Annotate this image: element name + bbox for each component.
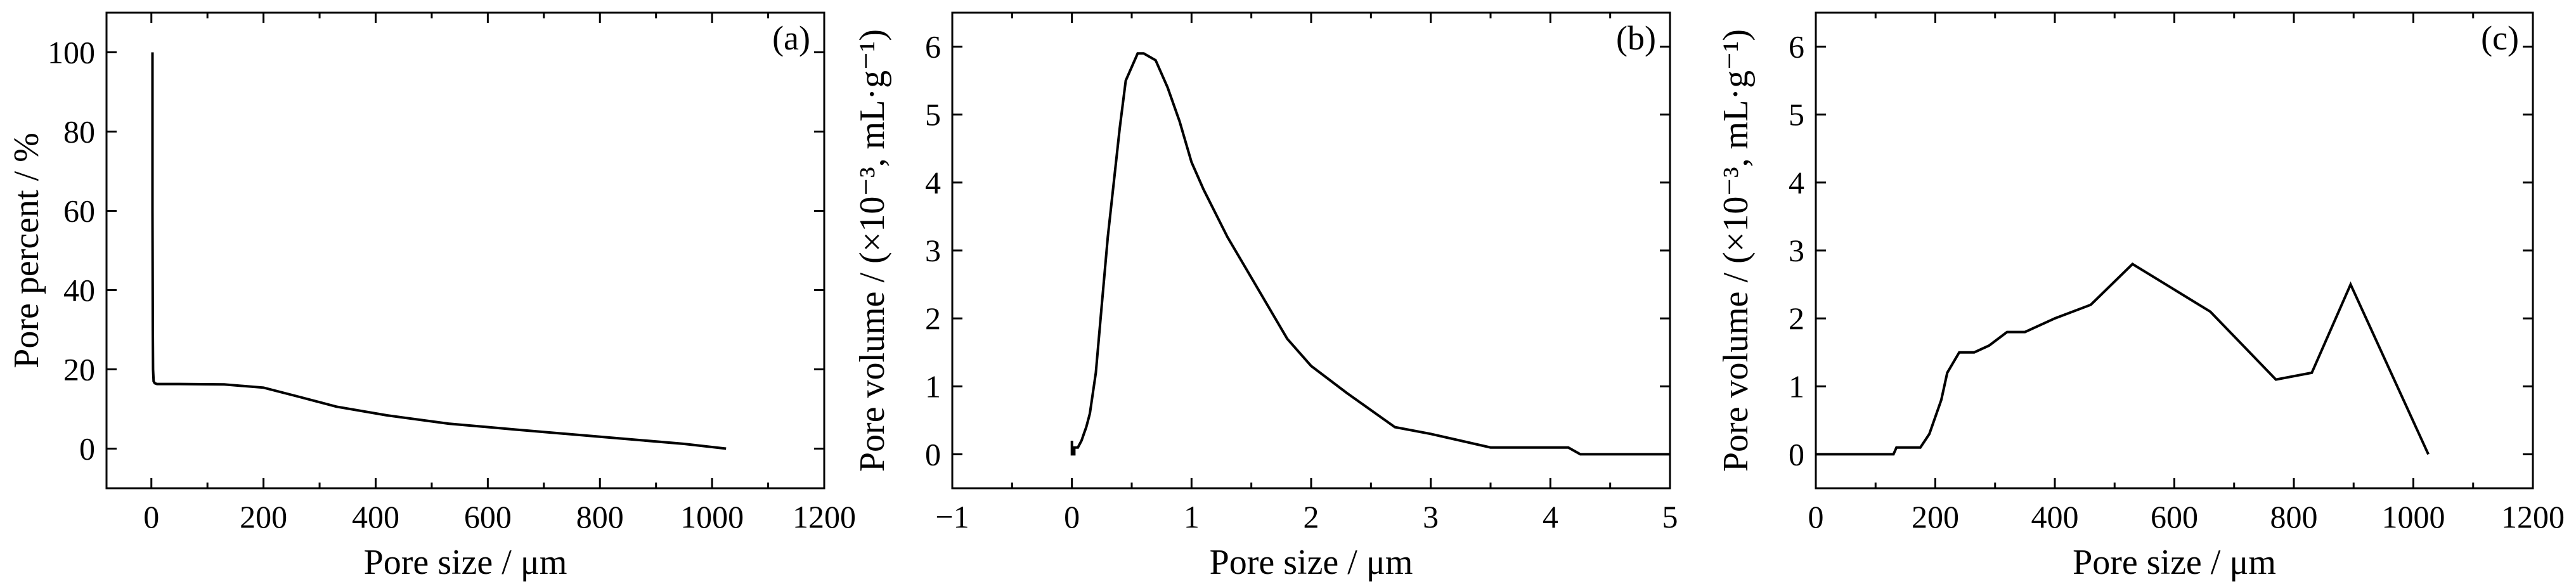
y-tick-label: 0 [79,431,95,467]
tick-marks [1815,13,2534,488]
panel-a: 0 200 400 600 800 1000 1200 0 20 40 60 80 100 (a) Po… [7,11,856,582]
x-tick-label: 600 [2151,499,2198,535]
tick-marks [107,13,825,488]
x-tick-label: 5 [1662,499,1678,535]
tick-marks [951,13,1671,488]
y-tick-label: 80 [63,114,95,150]
y-tick-label: 4 [1789,165,1804,200]
x-tick-label: 1 [1184,499,1200,535]
x-tick-label: 800 [2270,499,2318,535]
plot-frame [951,11,1671,490]
y-tick-label: 60 [63,193,95,229]
y-tick-label: 6 [1789,29,1804,65]
x-axis-label: Pore size / μm [364,543,567,582]
x-tick-label: 1000 [2382,499,2445,535]
x-tick-label: 0 [1064,499,1080,535]
x-tick-label: −1 [935,499,969,535]
data-line [151,52,727,450]
y-tick-label: 3 [1789,233,1804,268]
y-tick-label: 1 [1789,368,1804,404]
y-tick-label: 4 [925,165,941,200]
y-tick-label: 0 [925,436,941,472]
y-tick-label: 40 [63,273,95,308]
y-tick-label: 5 [1789,97,1804,133]
data-line [1816,262,2430,456]
y-tick-label: 20 [63,352,95,387]
panel-b: −1 0 1 2 3 4 5 0 1 2 3 4 5 6 (b) Pore size / μm Pore … [853,11,1678,582]
y-axis-label: Pore percent / % [7,133,46,368]
x-tick-label: 4 [1543,499,1558,535]
y-tick-label: 3 [925,233,941,268]
y-tick-label: 6 [925,29,941,65]
y-tick-label: 100 [48,35,95,70]
x-tick-label: 2 [1304,499,1319,535]
x-tick-label: 0 [143,499,159,535]
tick-labels: 0 200 400 600 800 1000 1200 0 20 40 60 80 100 [48,35,856,535]
x-tick-label: 200 [240,499,287,535]
x-tick-label: 1200 [793,499,856,535]
x-tick-label: 600 [464,499,512,535]
x-tick-label: 1200 [2501,499,2565,535]
y-tick-label: 5 [925,97,941,133]
x-tick-label: 800 [576,499,624,535]
x-tick-label: 3 [1423,499,1439,535]
x-tick-label: 1000 [680,499,744,535]
y-tick-label: 1 [925,368,941,404]
x-tick-label: 0 [1808,499,1824,535]
x-tick-label: 400 [2031,499,2079,535]
data-line [1070,52,1670,456]
panel-label: (b) [1616,19,1656,57]
panel-label: (a) [772,19,810,57]
plot-frame [1815,11,2534,490]
y-tick-label: 2 [1789,301,1804,336]
x-tick-label: 400 [352,499,399,535]
x-axis-label: Pore size / μm [1210,543,1413,582]
y-axis-label: Pore volume / (×10⁻³, mL·g⁻¹) [1716,29,1756,472]
panel-label: (c) [2481,19,2519,57]
y-tick-label: 2 [925,301,941,336]
tick-labels: −1 0 1 2 3 4 5 0 1 2 3 4 5 6 [925,29,1678,535]
plot-frame [105,11,825,490]
x-tick-label: 200 [1912,499,1959,535]
y-axis-label: Pore volume / (×10⁻³, mL·g⁻¹) [853,29,892,472]
x-axis-label: Pore size / μm [2073,543,2276,582]
y-tick-label: 0 [1789,436,1804,472]
tick-labels: 0 200 400 600 800 1000 1200 0 1 2 3 4 5 6 [1789,29,2565,535]
panel-c: 0 200 400 600 800 1000 1200 0 1 2 3 4 5 6 (c) Pore si… [1716,11,2565,582]
